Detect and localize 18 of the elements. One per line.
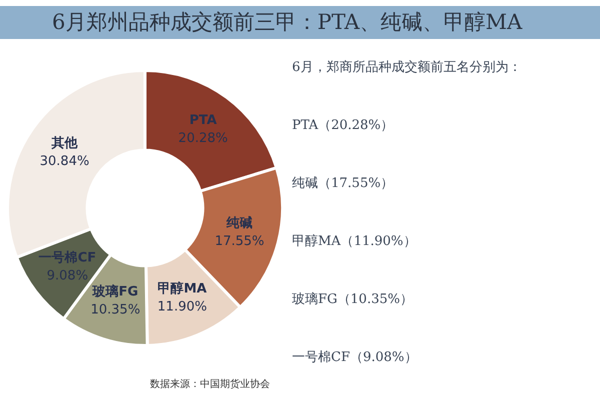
slice-label: 其他: [50, 136, 79, 152]
slice-label: PTA: [189, 112, 217, 128]
text: 一号棉CF（9.08%）: [292, 349, 418, 367]
text: 纯碱（17.55%）: [292, 175, 395, 193]
text: 玻璃FG（10.35%）: [292, 291, 414, 309]
text: 甲醇MA（11.90%）: [292, 233, 418, 251]
text: 6月，郑商所品种成交额前五名分别为：: [292, 59, 522, 77]
chart-title: 6月郑州品种成交额前三甲：PTA、纯碱、甲醇MA: [0, 6, 600, 39]
data-label: 11.90%: [157, 300, 207, 315]
source-note: 数据来源：中国期货业协会: [150, 378, 270, 392]
data-label: 20.28%: [178, 130, 228, 146]
slice-label: 纯碱: [225, 216, 252, 231]
slice-label: 甲醇MA: [158, 280, 207, 297]
slice-label: 玻璃FG: [92, 283, 138, 300]
data-label: 30.84%: [40, 154, 90, 170]
data-label: 17.55%: [214, 234, 264, 249]
text: PTA（20.28%）: [292, 117, 395, 135]
data-label: 10.35%: [90, 302, 140, 318]
